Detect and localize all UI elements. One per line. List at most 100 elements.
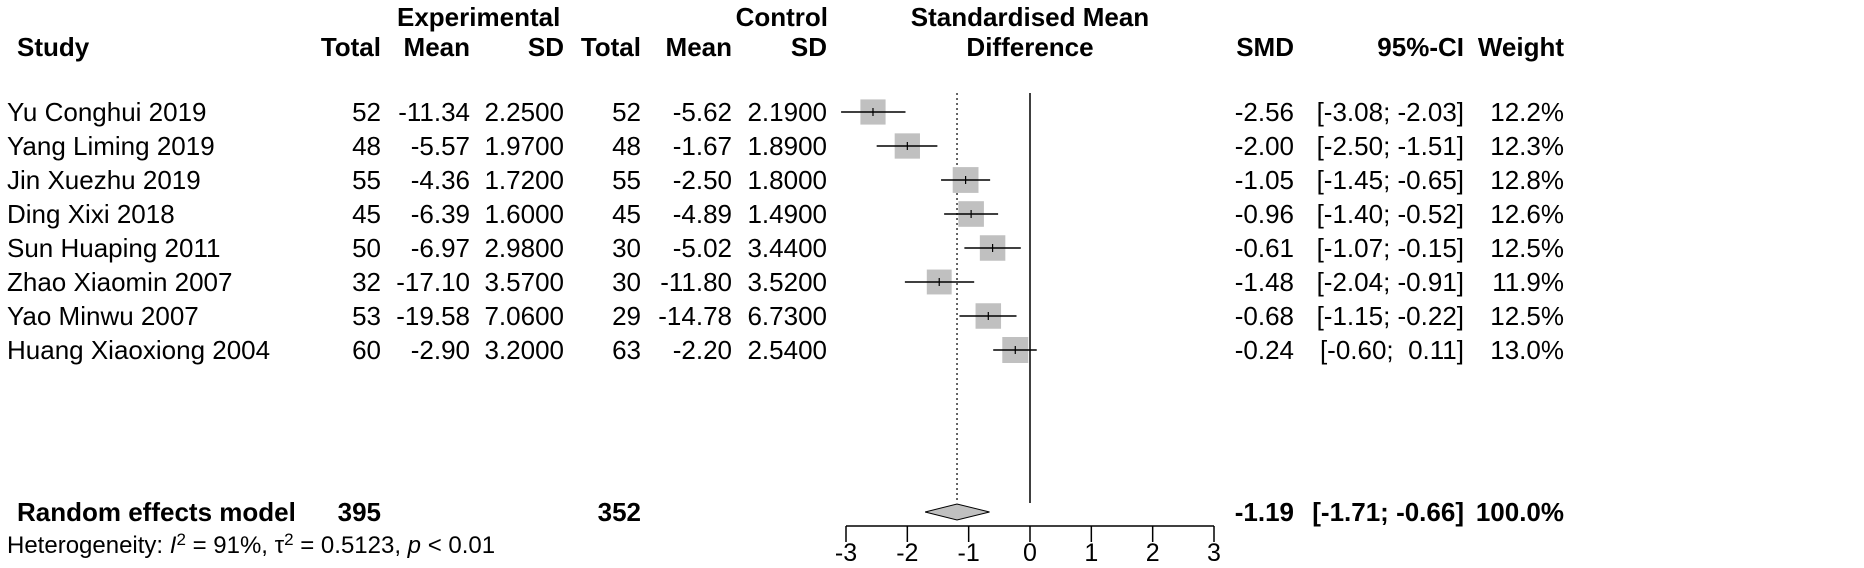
cell-c-sd: 2.1900 xyxy=(747,97,827,127)
cell-e-sd: 1.9700 xyxy=(484,131,564,161)
cell-weight: 12.8% xyxy=(1490,165,1564,195)
cell-c-mean: -4.89 xyxy=(672,199,732,229)
x-tick-label: -1 xyxy=(958,539,980,567)
cell-weight: 12.5% xyxy=(1490,233,1564,263)
col-mean1-header: Mean xyxy=(403,32,470,62)
cell-c-mean: -11.80 xyxy=(660,267,732,297)
cell-weight: 12.5% xyxy=(1490,301,1564,331)
summary-label: Random effects model xyxy=(17,497,296,527)
cell-smd: -0.24 xyxy=(1234,335,1294,365)
cell-c-mean: -1.67 xyxy=(672,131,732,161)
cell-c-mean: -5.62 xyxy=(672,97,732,127)
cell-weight: 12.2% xyxy=(1490,97,1564,127)
heterogeneity-text: Heterogeneity: I2 = 91%, τ2 = 0.5123, p … xyxy=(7,530,496,559)
cell-c-total: 30 xyxy=(612,267,641,297)
cell-c-mean: -14.78 xyxy=(658,301,732,331)
cell-e-mean: -4.36 xyxy=(410,165,470,195)
cell-study: Yu Conghui 2019 xyxy=(7,97,207,127)
col-sd2-header: SD xyxy=(790,32,827,62)
cell-smd: -0.61 xyxy=(1234,233,1294,263)
cell-e-mean: -2.90 xyxy=(410,335,470,365)
cell-c-sd: 3.5200 xyxy=(747,267,827,297)
cell-e-total: 55 xyxy=(352,165,381,195)
summary-ci: [-1.71; -0.66] xyxy=(1312,497,1464,527)
cell-e-mean: -6.97 xyxy=(410,233,470,263)
cell-study: Yao Minwu 2007 xyxy=(7,301,199,331)
cell-ci: [-1.45; -0.65] xyxy=(1316,165,1464,195)
plot-title-line1: Standardised Mean xyxy=(910,2,1150,32)
cell-weight: 13.0% xyxy=(1490,335,1564,365)
cell-c-sd: 1.8000 xyxy=(747,165,827,195)
cell-e-mean: -5.57 xyxy=(410,131,470,161)
cell-c-total: 63 xyxy=(612,335,641,365)
cell-c-mean: -2.20 xyxy=(672,335,732,365)
x-tick-label: 3 xyxy=(1207,539,1221,567)
cell-c-sd: 3.4400 xyxy=(747,233,827,263)
cell-e-total: 52 xyxy=(352,97,381,127)
cell-c-mean: -5.02 xyxy=(672,233,732,263)
cell-e-sd: 3.2000 xyxy=(484,335,564,365)
cell-e-total: 32 xyxy=(352,267,381,297)
group2-header: Control xyxy=(735,2,828,32)
x-tick-label: 0 xyxy=(1023,539,1037,567)
summary-e-total: 395 xyxy=(337,497,381,527)
pooled-diamond xyxy=(924,503,990,521)
cell-c-total: 30 xyxy=(612,233,641,263)
cell-e-mean: -19.58 xyxy=(396,301,470,331)
cell-ci: [-1.40; -0.52] xyxy=(1316,199,1464,229)
cell-smd: -1.05 xyxy=(1234,165,1294,195)
cell-e-mean: -17.10 xyxy=(396,267,470,297)
col-total2-header: Total xyxy=(580,32,641,62)
cell-c-mean: -2.50 xyxy=(672,165,732,195)
cell-study: Yang Liming 2019 xyxy=(7,131,215,161)
col-mean2-header: Mean xyxy=(665,32,732,62)
cell-c-total: 52 xyxy=(612,97,641,127)
cell-c-sd: 6.7300 xyxy=(747,301,827,331)
cell-c-total: 45 xyxy=(612,199,641,229)
x-tick-label: -3 xyxy=(835,539,857,567)
plot-title-line2: Difference xyxy=(966,32,1094,62)
cell-e-sd: 3.5700 xyxy=(484,267,564,297)
cell-e-sd: 2.9800 xyxy=(484,233,564,263)
cell-smd: -0.68 xyxy=(1234,301,1294,331)
cell-e-sd: 2.2500 xyxy=(484,97,564,127)
cell-weight: 11.9% xyxy=(1492,267,1564,297)
cell-study: Huang Xiaoxiong 2004 xyxy=(7,335,271,365)
cell-e-sd: 1.6000 xyxy=(484,199,564,229)
cell-c-total: 29 xyxy=(612,301,641,331)
cell-study: Zhao Xiaomin 2007 xyxy=(7,267,233,297)
col-sd1-header: SD xyxy=(527,32,564,62)
x-tick-label: -2 xyxy=(896,539,918,567)
cell-c-sd: 1.8900 xyxy=(747,131,827,161)
cell-smd: -1.48 xyxy=(1234,267,1294,297)
cell-study: Jin Xuezhu 2019 xyxy=(7,165,201,195)
col-study-header: Study xyxy=(17,32,90,62)
cell-ci: [-2.04; -0.91] xyxy=(1316,267,1464,297)
cell-study: Ding Xixi 2018 xyxy=(7,199,175,229)
cell-weight: 12.3% xyxy=(1490,131,1564,161)
cell-e-total: 60 xyxy=(352,335,381,365)
cell-smd: -2.56 xyxy=(1234,97,1294,127)
cell-e-total: 48 xyxy=(352,131,381,161)
cell-ci: [-1.15; -0.22] xyxy=(1316,301,1464,331)
cell-e-sd: 1.7200 xyxy=(484,165,564,195)
summary-smd: -1.19 xyxy=(1234,497,1294,527)
group1-header: Experimental xyxy=(397,2,561,32)
x-tick-label: 1 xyxy=(1084,539,1098,567)
cell-ci: [-2.50; -1.51] xyxy=(1316,131,1464,161)
cell-e-total: 45 xyxy=(352,199,381,229)
cell-c-sd: 2.5400 xyxy=(747,335,827,365)
cell-weight: 12.6% xyxy=(1490,199,1564,229)
cell-study: Sun Huaping 2011 xyxy=(7,233,221,263)
col-total1-header: Total xyxy=(320,32,381,62)
cell-smd: -2.00 xyxy=(1234,131,1294,161)
col-ci-header: 95%-CI xyxy=(1377,32,1464,62)
cell-ci: [-1.07; -0.15] xyxy=(1316,233,1464,263)
cell-e-sd: 7.0600 xyxy=(484,301,564,331)
cell-smd: -0.96 xyxy=(1234,199,1294,229)
summary-c-total: 352 xyxy=(597,497,641,527)
cell-e-mean: -11.34 xyxy=(398,97,470,127)
cell-ci: [-3.08; -2.03] xyxy=(1316,97,1464,127)
cell-c-total: 55 xyxy=(612,165,641,195)
